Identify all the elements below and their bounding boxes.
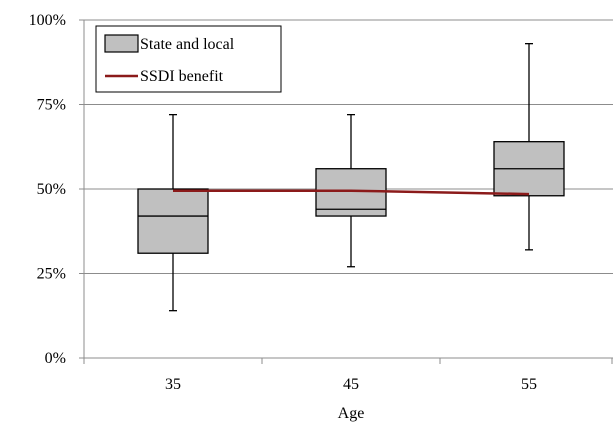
box-35 xyxy=(137,113,209,312)
y-tick-label: 0% xyxy=(45,350,66,367)
axes: 0% 25% 50% 75% 100% 35 45 55 xyxy=(29,12,613,393)
legend-label-state-local: State and local xyxy=(140,36,235,53)
box-55 xyxy=(493,43,565,251)
iqr-box xyxy=(315,168,387,217)
legend-label-ssdi: SSDI benefit xyxy=(140,68,224,85)
x-axis-title: Age xyxy=(338,405,365,422)
plot-area xyxy=(137,43,565,312)
y-tick-label: 75% xyxy=(37,97,66,114)
y-tick-label: 50% xyxy=(37,181,66,198)
iqr-box xyxy=(137,188,209,254)
legend: State and local SSDI benefit xyxy=(95,25,282,93)
x-tick-label: 55 xyxy=(521,376,537,393)
x-tick-label: 35 xyxy=(165,376,181,393)
y-tick-label: 25% xyxy=(37,266,66,283)
box-45 xyxy=(315,113,387,268)
legend-swatch-box xyxy=(104,34,139,53)
x-tick-label: 45 xyxy=(343,376,359,393)
y-tick-label: 100% xyxy=(29,12,66,29)
